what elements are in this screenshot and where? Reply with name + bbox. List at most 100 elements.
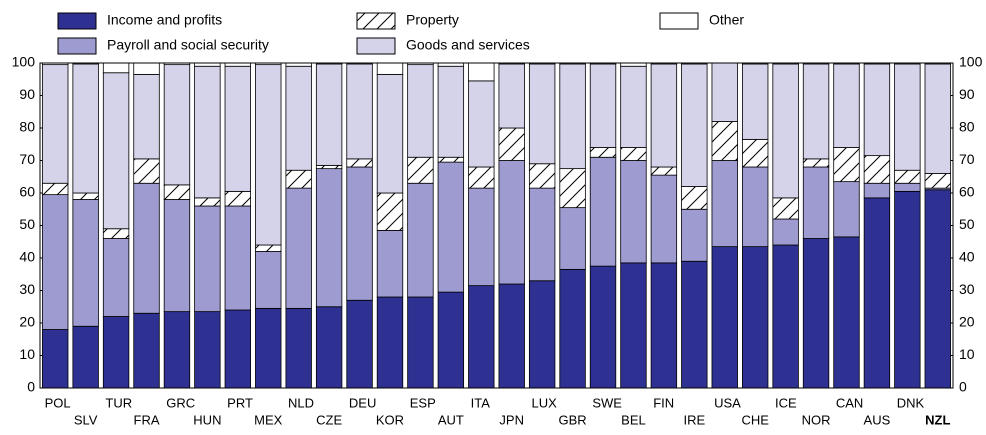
plot-frame	[39, 62, 954, 389]
bar-segment	[498, 160, 525, 285]
y-tick-label: 60	[19, 184, 35, 200]
x-tick-label: MEX	[254, 412, 283, 427]
y2-tick-label: 40	[959, 249, 975, 265]
bar-segment	[285, 65, 312, 171]
x-tick-label: DEU	[349, 395, 376, 410]
bar-segment	[163, 184, 191, 200]
y-tick-label: 10	[19, 346, 35, 362]
bar-segment	[802, 63, 830, 160]
bar-segment	[681, 63, 708, 187]
y2-tick-label: 0	[959, 379, 967, 395]
legend-swatch	[356, 37, 396, 55]
bar-segment	[528, 63, 556, 165]
bar-segment	[772, 63, 799, 199]
x-tick-label: SLV	[74, 412, 98, 427]
y2-tick-label: 30	[959, 281, 975, 297]
bar-segment	[681, 186, 708, 210]
bar-segment	[224, 205, 251, 311]
y2-tick-label: 100	[959, 54, 983, 70]
bar-segment	[468, 187, 495, 287]
bar-segment	[650, 262, 678, 389]
bar-segment	[559, 63, 586, 170]
bar-segment	[346, 158, 373, 168]
bar-segment	[620, 262, 647, 389]
x-tick-label: FRA	[134, 412, 160, 427]
y-tick-label: 40	[19, 249, 35, 265]
bar-segment	[224, 309, 251, 389]
bar-segment	[163, 311, 191, 389]
bar-segment	[924, 173, 951, 189]
bar-segment	[620, 160, 647, 264]
x-tick-label: NLD	[288, 395, 314, 410]
bar-segment	[42, 329, 69, 389]
legend-label: Other	[709, 12, 744, 28]
bar-segment	[742, 63, 769, 140]
y2-tick-label: 90	[959, 86, 975, 102]
x-tick-label: HUN	[193, 412, 221, 427]
bar-segment	[468, 80, 495, 168]
x-tick-label: DNK	[897, 395, 925, 410]
bar-segment	[224, 65, 251, 192]
bar-segment	[711, 121, 738, 161]
bar-segment	[772, 197, 799, 220]
bar-segment	[315, 63, 343, 166]
bar-segment	[133, 312, 160, 389]
bar-segment	[42, 194, 69, 330]
bar-segment	[894, 169, 921, 184]
bar-segment	[772, 244, 799, 389]
bar-segment	[528, 280, 556, 389]
x-tick-label: ITA	[471, 395, 491, 410]
bar-segment	[72, 325, 99, 389]
bar-segment	[72, 63, 99, 194]
x-tick-label: JPN	[499, 412, 524, 427]
x-tick-label: AUT	[438, 412, 464, 427]
bar-segment	[437, 291, 465, 389]
bar-segment	[559, 168, 586, 209]
legend-swatch	[356, 12, 396, 30]
x-tick-label: GBR	[558, 412, 586, 427]
x-tick-label: USA	[714, 395, 741, 410]
bar-segment	[376, 73, 404, 194]
bar-segment	[255, 251, 282, 309]
bar-segment	[42, 182, 69, 196]
legend-swatch	[57, 37, 97, 55]
bar-segment	[894, 182, 921, 192]
bar-segment	[72, 199, 99, 327]
bar-segment	[407, 64, 434, 158]
bar-segment	[498, 283, 525, 389]
x-tick-label: ICE	[775, 395, 797, 410]
bar-segment	[133, 158, 160, 184]
legend-label: Property	[406, 12, 459, 28]
bar-segment	[346, 299, 373, 389]
bar-segment	[102, 72, 130, 230]
y2-tick-label: 10	[959, 346, 975, 362]
bar-segment	[802, 158, 830, 168]
bar-segment	[285, 169, 312, 189]
bar-segment	[833, 236, 860, 389]
bar-segment	[681, 208, 708, 262]
x-tick-label: SWE	[592, 395, 622, 410]
x-tick-label: TUR	[105, 395, 132, 410]
bar-segment	[346, 166, 373, 301]
bar-segment	[620, 147, 647, 161]
bar-segment	[589, 147, 617, 158]
x-tick-label: POL	[45, 395, 71, 410]
y-tick-label: 30	[19, 281, 35, 297]
bar-segment	[285, 187, 312, 309]
bar-segment	[72, 192, 99, 200]
y2-tick-label: 60	[959, 184, 975, 200]
bar-segment	[742, 246, 769, 389]
bar-segment	[528, 163, 556, 189]
bar-segment	[315, 306, 343, 389]
bar-segment	[315, 168, 343, 308]
bar-segment	[133, 62, 160, 75]
bar-segment	[711, 160, 738, 248]
bar-segment	[650, 166, 678, 176]
bar-segment	[315, 164, 343, 170]
x-tick-label: LUX	[531, 395, 557, 410]
bar-segment	[559, 207, 586, 270]
x-tick-label: NZL	[925, 412, 950, 427]
bar-segment	[924, 189, 951, 389]
legend-label: Payroll and social security	[107, 37, 269, 53]
bar-segment	[559, 268, 586, 389]
